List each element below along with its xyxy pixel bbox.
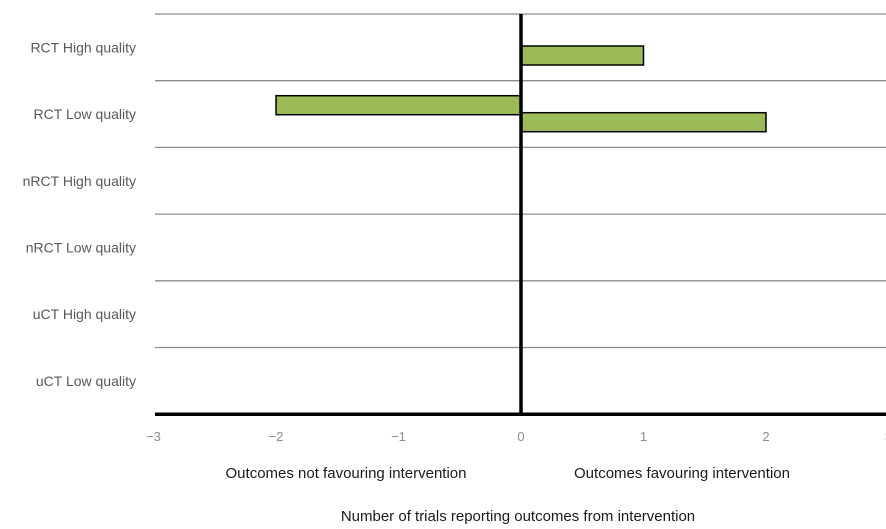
- category-label: uCT High quality: [33, 306, 136, 322]
- x-tick-label: −1: [391, 429, 406, 444]
- left-annotation: Outcomes not favouring intervention: [226, 465, 467, 482]
- category-label: RCT High quality: [30, 39, 136, 55]
- category-label: nRCT Low quality: [26, 239, 136, 255]
- axes: [155, 14, 886, 416]
- category-labels: RCT High quality RCT Low quality nRCT High…: [23, 39, 136, 389]
- x-tick-label: 0: [517, 429, 524, 444]
- x-tick-labels: −3 −2 −1 0 1 2 3: [146, 429, 886, 444]
- x-tick-label: 3: [885, 429, 886, 444]
- bar: [520, 111, 767, 133]
- category-label: uCT Low quality: [36, 373, 136, 389]
- category-label: nRCT High quality: [23, 173, 136, 189]
- bar: [520, 45, 645, 66]
- x-tick-label: −3: [146, 429, 161, 444]
- bar: [275, 94, 522, 116]
- bars: [275, 45, 767, 133]
- right-annotation: Outcomes favouring intervention: [574, 465, 790, 482]
- x-tick-label: −2: [269, 429, 284, 444]
- x-tick-label: 2: [762, 429, 769, 444]
- x-tick-label: 1: [640, 429, 647, 444]
- category-label: RCT Low quality: [34, 106, 136, 122]
- x-axis-title: Number of trials reporting outcomes from…: [341, 508, 695, 525]
